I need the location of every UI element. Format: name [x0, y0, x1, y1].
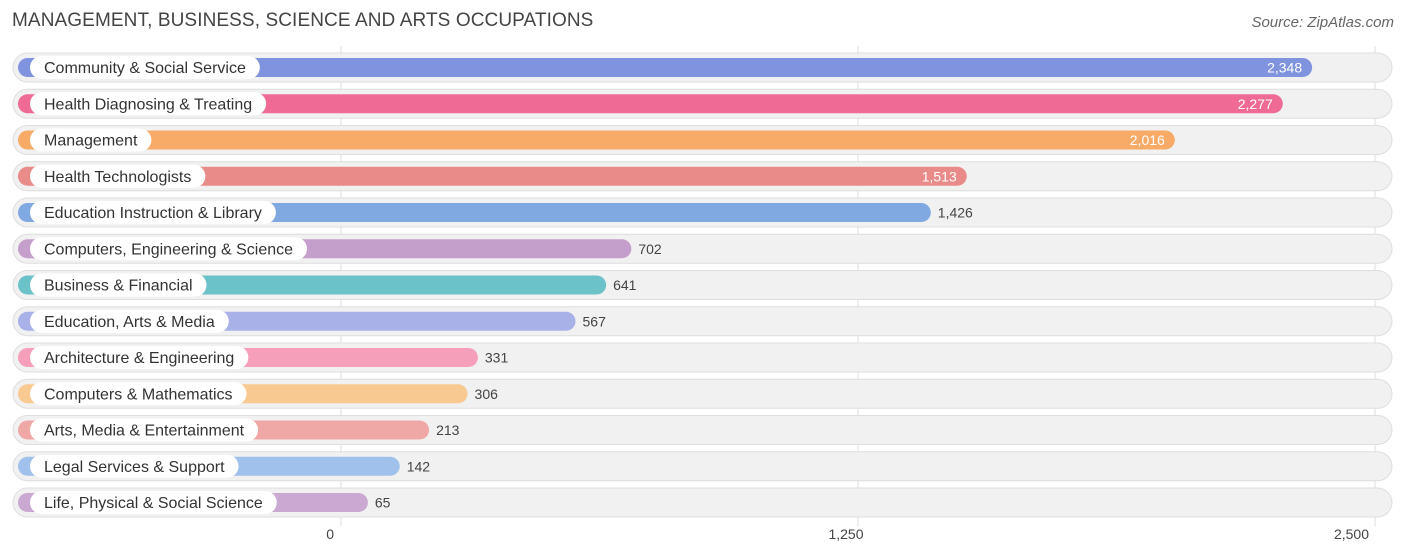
- bar-row: Business & Financial 641: [12, 270, 1393, 300]
- category-label-pill: [30, 128, 152, 152]
- x-tick-label: 1,250: [828, 526, 863, 542]
- value-label: 2,348: [1267, 60, 1302, 76]
- category-label: Life, Physical & Social Science: [44, 495, 263, 512]
- bar-rows: Community & Social Service 2,348 Health Di…: [12, 52, 1393, 518]
- category-label: Education Instruction & Library: [44, 205, 262, 222]
- value-label: 641: [613, 277, 637, 293]
- x-tick-label: 2,500: [1334, 526, 1369, 542]
- category-label: Computers & Mathematics: [44, 386, 233, 403]
- value-label: 306: [475, 386, 499, 402]
- value-label: 567: [583, 313, 607, 329]
- category-label-pill: [30, 164, 206, 188]
- value-label: 65: [375, 495, 391, 511]
- category-label-pill: [30, 346, 249, 369]
- category-label-pill: [30, 201, 276, 224]
- category-label: Arts, Media & Entertainment: [44, 423, 245, 440]
- value-label: 2,016: [1130, 132, 1165, 148]
- bar: [18, 130, 1175, 150]
- bar-row: Health Diagnosing & Treating 2,277: [12, 88, 1393, 119]
- value-label: 331: [485, 350, 509, 366]
- category-label: Computers, Engineering & Science: [44, 241, 293, 258]
- value-label: 1,426: [938, 205, 973, 221]
- bar: [18, 58, 1313, 77]
- category-label: Management: [44, 133, 138, 150]
- bar: [18, 94, 1283, 114]
- value-label: 142: [407, 458, 431, 474]
- value-label: 213: [436, 422, 460, 438]
- category-label-pill: [30, 491, 277, 514]
- x-axis: 0 1,250 2,500: [326, 526, 1369, 542]
- bar-row: Education, Arts & Media 567: [12, 306, 1393, 337]
- category-label: Architecture & Engineering: [44, 350, 234, 367]
- x-tick-label: 0: [326, 526, 334, 542]
- category-label-pill: [30, 309, 229, 333]
- category-label: Education, Arts & Media: [44, 314, 215, 331]
- source-label: Source: ZipAtlas.com: [1251, 14, 1394, 31]
- bar-row: Computers, Engineering & Science 702: [12, 233, 1393, 264]
- bar-row: Management 2,016: [12, 125, 1393, 155]
- category-label-pill: [30, 273, 207, 297]
- category-label: Legal Services & Support: [44, 459, 225, 476]
- bar-row: Health Technologists 1,513: [12, 161, 1393, 192]
- bar-row: Architecture & Engineering 331: [12, 342, 1393, 373]
- category-label-pill: [30, 56, 260, 79]
- value-label: 1,513: [922, 168, 957, 184]
- category-label-pill: [30, 237, 308, 261]
- category-label: Health Diagnosing & Treating: [44, 96, 252, 113]
- category-label: Health Technologists: [44, 169, 191, 186]
- category-label: Community & Social Service: [44, 60, 246, 77]
- category-label-pill: [30, 382, 247, 406]
- value-label: 702: [638, 241, 662, 257]
- bar-row: Legal Services & Support 142: [12, 451, 1393, 482]
- category-label: Business & Financial: [44, 278, 193, 295]
- chart-title: MANAGEMENT, BUSINESS, SCIENCE AND ARTS O…: [12, 10, 594, 31]
- category-label-pill: [30, 454, 239, 478]
- value-label: 2,277: [1238, 96, 1273, 112]
- bar-row: Computers & Mathematics 306: [12, 378, 1393, 409]
- bar-row: Life, Physical & Social Science 65: [12, 487, 1393, 518]
- bar-row: Community & Social Service 2,348: [12, 52, 1393, 83]
- bar-row: Arts, Media & Entertainment 213: [12, 415, 1393, 445]
- category-label-pill: [30, 92, 267, 116]
- category-label-pill: [30, 418, 259, 442]
- bar-row: Education Instruction & Library 1,426: [12, 197, 1393, 228]
- bar: [18, 166, 967, 186]
